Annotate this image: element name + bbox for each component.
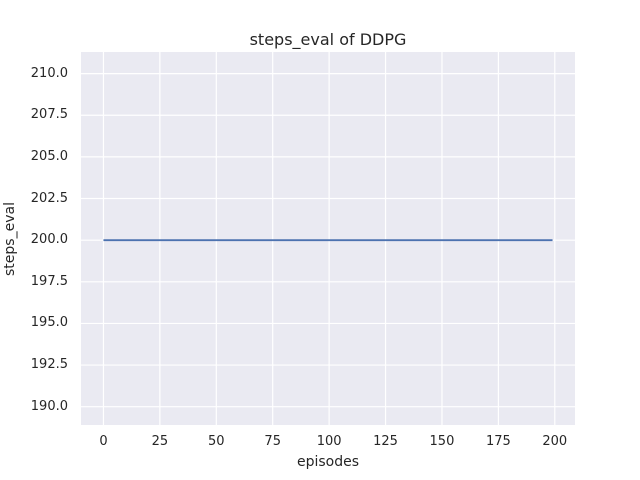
y-tick-label: 207.5 <box>30 107 68 123</box>
chart-title: steps_eval of DDPG <box>249 30 407 49</box>
x-tick-label: 175 <box>485 434 511 449</box>
plot-area <box>81 52 575 425</box>
y-tick-label: 202.5 <box>30 190 68 206</box>
y-tick-label: 200.0 <box>30 232 68 248</box>
y-tick-label: 190.0 <box>30 398 68 414</box>
x-tick-label: 150 <box>429 434 455 449</box>
y-tick-label: 210.0 <box>30 65 68 81</box>
x-tick-label: 75 <box>264 434 281 449</box>
x-tick-label: 0 <box>99 434 108 449</box>
y-tick-label: 192.5 <box>30 357 68 373</box>
x-tick-label: 50 <box>208 434 225 449</box>
x-tick-label: 125 <box>373 434 398 449</box>
y-tick-label: 197.5 <box>30 273 68 289</box>
y-tick-label: 195.0 <box>30 315 68 331</box>
x-tick-label: 200 <box>542 434 568 449</box>
chart-canvas <box>81 52 575 425</box>
x-axis-label: episodes <box>296 454 360 470</box>
x-tick-label: 25 <box>151 434 169 449</box>
y-tick-label: 205.0 <box>30 148 68 164</box>
x-tick-label: 100 <box>316 434 342 449</box>
